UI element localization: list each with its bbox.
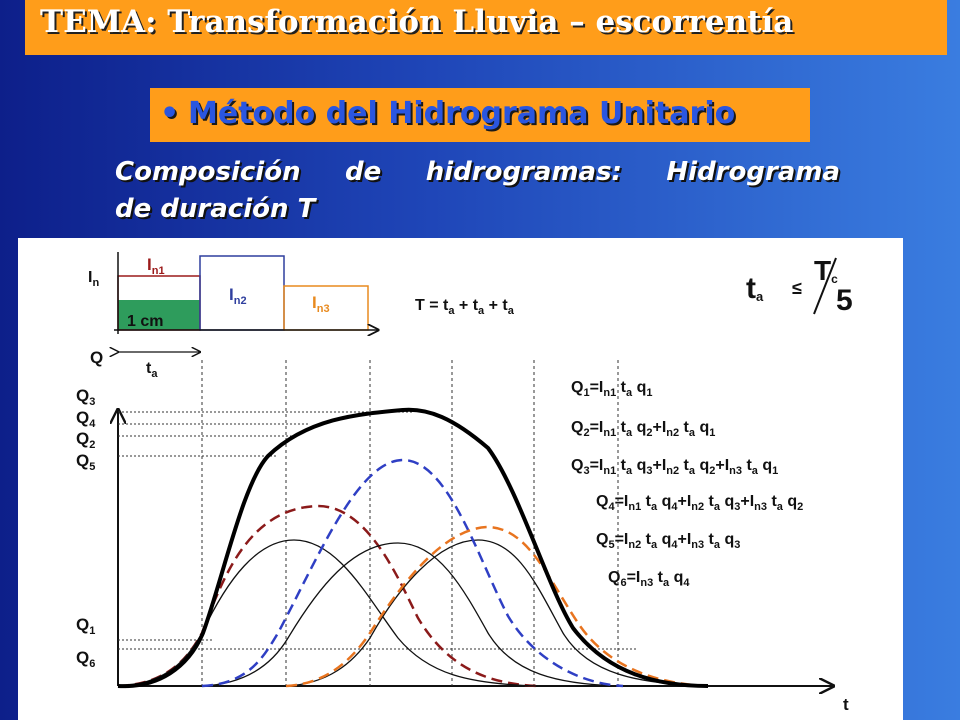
hyeto-axis-label: In <box>88 269 99 289</box>
diagram-panel: In 1 cm In1 In2 In3 ta T = ta + ta + ta … <box>18 238 903 720</box>
condition-formula: ta ≤ Tc 5 <box>746 255 853 317</box>
subtitle-line-2: de duración T <box>115 194 316 224</box>
method-title: Método del Hidrograma Unitario <box>188 96 736 131</box>
title-banner: TEMA: Transformación Lluvia – escorrentí… <box>25 0 947 55</box>
curve-in2-dashed <box>201 458 624 688</box>
condition-lhs: t <box>746 272 756 305</box>
hyetograph: In 1 cm In1 In2 In3 ta <box>88 252 378 380</box>
equation-q3: Q3=In1 ta q3+In2 ta q2+In3 ta q1 <box>571 457 778 477</box>
duration-formula: T = ta + ta + ta <box>415 297 515 317</box>
equation-q1: Q1=In1 ta q1 <box>571 379 652 399</box>
q1-label: Q1 <box>76 615 95 637</box>
equation-q5: Q5=In2 ta q4+In3 ta q3 <box>596 531 740 551</box>
svg-text:ta: ta <box>746 272 764 305</box>
q2-label: Q2 <box>76 429 95 451</box>
hydrograph-curves <box>117 407 709 689</box>
equation-list: Q1=In1 ta q1 Q2=In1 ta q2+In2 ta q1 Q3=I… <box>571 379 803 589</box>
curve-in1-dashed <box>117 504 539 688</box>
bullet-icon: • <box>160 96 180 131</box>
fraction-slash <box>813 257 837 315</box>
unit-hydrograph-1 <box>117 539 539 687</box>
unit-hydrograph-3 <box>285 539 709 687</box>
subtitle-line-1: Composición de hidrogramas: Hidrograma <box>115 157 840 187</box>
svg-text:Tc: Tc <box>814 255 838 286</box>
equation-q2: Q2=In1 ta q2+In2 ta q1 <box>571 419 715 439</box>
q-axis-label: Q <box>90 348 103 367</box>
page-title: TEMA: Transformación Lluvia – escorrentí… <box>40 4 794 40</box>
q5-label: Q5 <box>76 451 95 473</box>
unit-depth-block <box>118 300 200 330</box>
block-in2 <box>199 255 285 331</box>
in1-label: In1 <box>147 255 165 277</box>
in2-label: In2 <box>229 285 247 307</box>
equation-q4: Q4=In1 ta q4+In2 ta q3+In3 ta q2 <box>596 493 803 513</box>
condition-numerator: T <box>814 255 831 286</box>
equation-q6: Q6=In3 ta q4 <box>608 569 690 589</box>
condition-denominator: 5 <box>836 284 853 317</box>
q4-label: Q4 <box>76 408 96 430</box>
q6-label: Q6 <box>76 648 95 670</box>
unit-hydrograph-2 <box>201 542 619 687</box>
condition-operator: ≤ <box>792 278 802 298</box>
q-level-guides <box>118 411 638 650</box>
q3-label: Q3 <box>76 386 95 408</box>
depth-label: 1 cm <box>127 313 163 330</box>
t-axis-label: t <box>843 695 849 714</box>
hydrograph-diagram: In 1 cm In1 In2 In3 ta T = ta + ta + ta … <box>76 252 853 714</box>
in3-label: In3 <box>312 293 330 315</box>
method-banner: • Método del Hidrograma Unitario <box>150 88 810 142</box>
q-labels: Q3 Q4 Q2 Q5 Q1 Q6 <box>76 386 96 670</box>
ta-label: ta <box>146 360 158 380</box>
total-hydrograph <box>117 407 709 689</box>
